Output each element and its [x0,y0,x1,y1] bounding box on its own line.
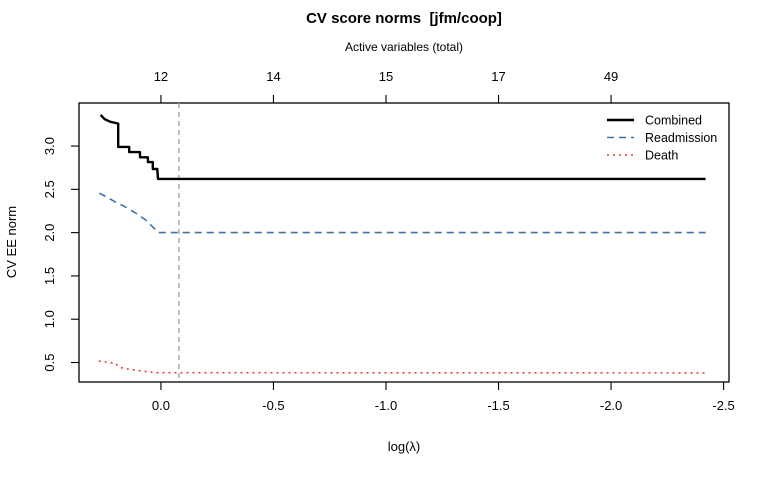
y-axis-tick-label: 3.0 [42,137,57,155]
x-axis-tick-label: -2.0 [600,398,622,413]
top-axis-tick-label: 15 [379,69,393,84]
legend-label: Combined [645,114,702,128]
y-axis-title: CV EE norm [4,206,19,278]
legend: Combined Readmission Death [607,114,717,163]
y-axis-tick-label: 0.5 [42,353,57,371]
series-line-combined [99,114,706,181]
y-axis-tick-label: 2.5 [42,180,57,198]
x-axis-tick-label: 0.0 [152,398,170,413]
top-axis-tick-label: 14 [266,69,280,84]
series-layer [98,103,706,382]
y-axis-tick-label: 1.5 [42,267,57,285]
top-axis-tick-label: 17 [491,69,505,84]
x-axis-tick-label: -2.5 [712,398,734,413]
top-axis-tick-label: 49 [604,69,618,84]
chart-title: CV score norms [jfm/coop] [306,10,502,27]
top-axis-title: Active variables (total) [345,40,463,54]
x-axis-tick-label: -1.0 [375,398,397,413]
x-axis-tick-label: -1.5 [487,398,509,413]
plot-border [78,102,730,383]
series-line-readmission [98,192,706,234]
legend-label: Readmission [645,131,717,145]
series-line-death [98,360,706,374]
y-axis-tick-label: 1.0 [42,310,57,328]
y-axis-tick-label: 2.0 [42,224,57,242]
x-axis-title: log(λ) [388,439,421,454]
legend-label: Death [645,149,678,163]
legend-item-readmission: Readmission [607,131,717,145]
axes-layer: 12 14 15 17 49 0.0 -0.5 -1.0 -1.5 -2.0 -2.5 0.5 1.0 1… [42,69,735,413]
x-axis-tick-label: -0.5 [262,398,284,413]
top-axis-tick-label: 12 [154,69,168,84]
legend-item-combined: Combined [607,114,702,128]
legend-item-death: Death [607,149,678,163]
